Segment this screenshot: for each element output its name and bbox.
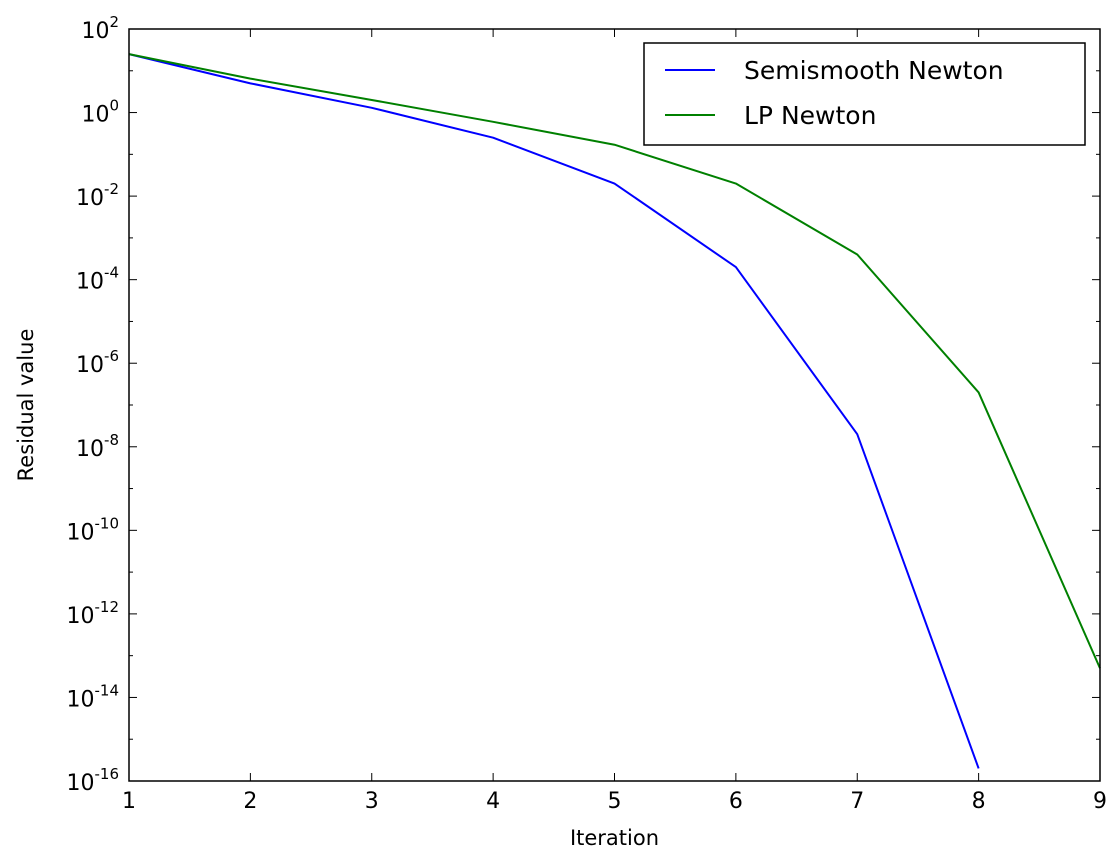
y-tick-label: 10-14	[67, 681, 120, 712]
legend: Semismooth Newton LP Newton	[643, 42, 1086, 146]
series-layer	[128, 53, 1101, 769]
x-tick-label: 3	[365, 789, 379, 814]
x-tick-label: 1	[122, 789, 136, 814]
x-axis-ticks: 1 2 3 4 5 6 7 8 9	[122, 29, 1107, 814]
series-line-semismooth-newton	[128, 53, 980, 769]
y-tick-label: 102	[81, 13, 119, 44]
y-tick-label: 10-16	[67, 765, 120, 796]
y-tick-label: 10-4	[76, 264, 119, 295]
y-tick-label: 10-12	[67, 598, 120, 629]
x-axis-label: Iteration	[570, 826, 659, 850]
x-tick-label: 6	[729, 789, 743, 814]
legend-label-semismooth-newton: Semismooth Newton	[744, 56, 1004, 85]
y-axis-ticks: 102 100 10-2 10-4 10-6 10-8 10-10 10-12 10-14 10-…	[67, 13, 1100, 796]
y-tick-label: 10-6	[76, 347, 119, 378]
x-tick-label: 4	[486, 789, 500, 814]
x-tick-label: 7	[850, 789, 864, 814]
x-tick-label: 5	[608, 789, 622, 814]
series-line-lp-newton	[128, 53, 1101, 669]
x-tick-label: 8	[972, 789, 986, 814]
y-axis-label: Residual value	[14, 329, 38, 482]
y-tick-label: 10-10	[67, 514, 120, 545]
y-tick-label: 10-2	[76, 180, 119, 211]
y-tick-label: 10-8	[76, 431, 119, 462]
legend-label-lp-newton: LP Newton	[744, 101, 876, 130]
legend-box	[643, 42, 1086, 146]
y-tick-label: 100	[81, 97, 119, 128]
x-tick-label: 9	[1093, 789, 1107, 814]
x-tick-label: 2	[243, 789, 257, 814]
